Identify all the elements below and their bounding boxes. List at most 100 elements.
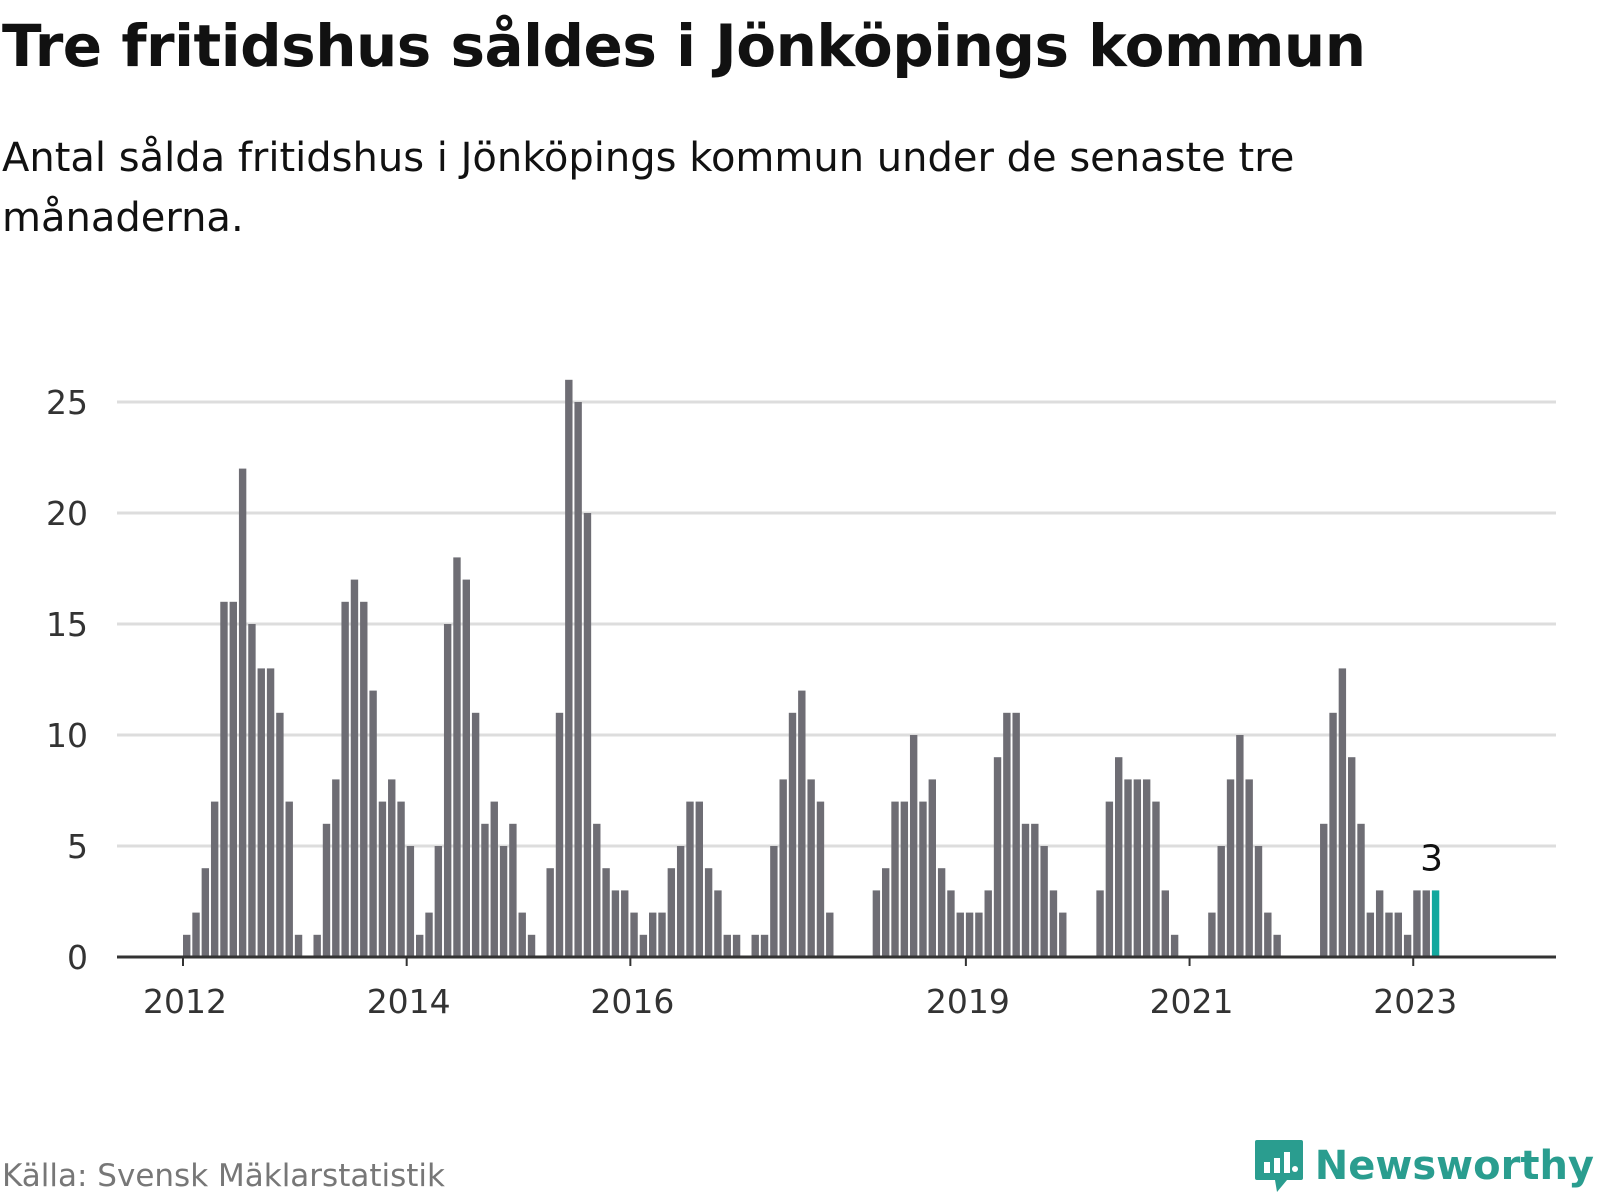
x-tick-label: 2014 [367,982,451,1021]
bar [593,823,601,957]
bar [1385,912,1393,957]
bar [872,890,881,957]
bar [453,557,461,957]
x-tick-label: 2012 [143,982,227,1021]
bar [406,846,415,957]
bar [276,712,284,957]
newsworthy-brand[interactable]: Newsworthy [1253,1138,1594,1194]
bar [257,668,265,957]
bar [779,779,787,957]
bar [798,690,806,957]
bar [369,690,377,957]
bar [695,801,703,957]
bar [285,801,293,957]
bar [639,934,648,957]
y-tick-label: 25 [46,383,88,422]
newsworthy-logo-icon [1254,1140,1303,1192]
bar [1236,735,1244,957]
bar [574,402,582,957]
bar [1115,757,1123,957]
bar [723,934,731,957]
bar [649,912,657,957]
bar [900,801,909,957]
bar [714,890,722,957]
bar [770,846,778,957]
y-tick-label: 0 [67,938,88,977]
x-tick-label: 2023 [1373,982,1457,1021]
bar [1105,801,1114,957]
bar [993,757,1002,957]
bar [1226,779,1235,957]
bar [546,868,554,957]
bar [1208,912,1216,957]
bar [201,868,210,957]
bar [434,846,443,957]
bar [1431,890,1440,957]
bar [1096,890,1104,957]
bar [462,579,470,957]
bar [1245,779,1253,957]
bar [1357,823,1365,957]
bar [1413,890,1421,957]
bar [1161,890,1169,957]
bar [667,868,676,957]
bar [388,779,396,957]
highlight-value-label: 3 [1420,838,1443,879]
bar [210,801,219,957]
bar [360,601,368,957]
bar [621,890,629,957]
bar [220,601,228,957]
bar [1348,757,1356,957]
chart-title: Tre fritidshus såldes i Jönköpings kommu… [2,12,1366,80]
bar [760,934,769,957]
y-axis-ticks: 0 5 10 15 20 25 [46,383,88,977]
x-tick-label: 2021 [1150,982,1234,1021]
bar [816,801,825,957]
chart-subtitle: Antal sålda fritidshus i Jönköpings komm… [2,135,1295,241]
bar [1273,934,1281,957]
bar [732,934,741,957]
bar [1366,912,1375,957]
bar [192,912,200,957]
bar [1394,912,1402,957]
bar [788,712,797,957]
bar [611,890,620,957]
bar [1021,823,1030,957]
x-axis-ticks: 2012 2014 2016 2019 2021 2023 [143,957,1457,1021]
bar [183,934,191,957]
bars [183,379,1440,957]
bar [416,934,424,957]
brand-name: Newsworthy [1314,1143,1594,1189]
bar [704,868,713,957]
bar [527,934,536,957]
bar [1422,890,1430,957]
bar [238,468,247,957]
bar [1049,890,1058,957]
bar [248,624,256,957]
bar [499,846,508,957]
bar [1003,712,1011,957]
bar [807,779,815,957]
bar [1133,779,1142,957]
bar [1170,934,1179,957]
bar [332,779,340,957]
bar [1031,823,1039,957]
bar [882,868,890,957]
bar [1012,712,1020,957]
bar [583,513,592,957]
bar [891,801,899,957]
bar [397,801,405,957]
bar [341,601,349,957]
bar [1264,912,1272,957]
bar [518,912,526,957]
x-tick-label: 2016 [590,982,674,1021]
bar [555,712,564,957]
bar [937,868,946,957]
bar [1124,779,1132,957]
bar [350,579,359,957]
bar [1403,934,1412,957]
bar [919,801,927,957]
bar [686,801,694,957]
bar [676,846,685,957]
